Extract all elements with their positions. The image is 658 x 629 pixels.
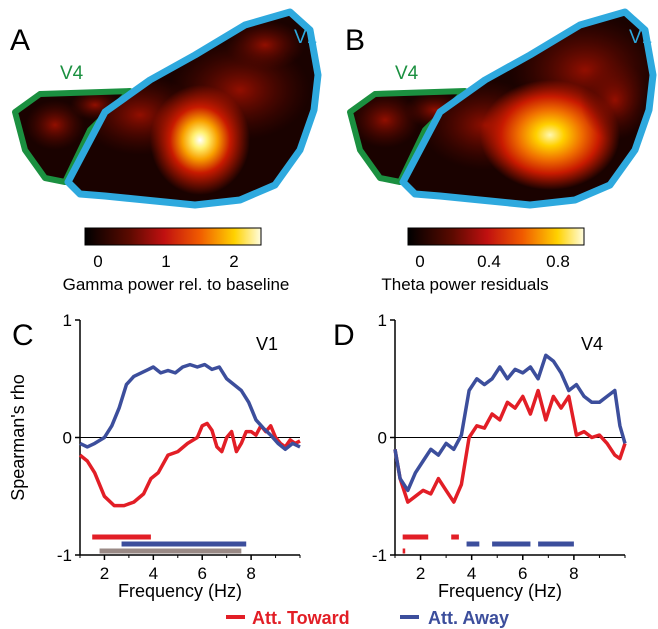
colorbar-a-label: Gamma power rel. to baseline xyxy=(63,275,290,294)
x-tick-label: 2 xyxy=(100,564,109,583)
v1-area-label: V1 xyxy=(629,27,652,48)
x-tick-label: 6 xyxy=(518,564,527,583)
colorbar-b-gradient xyxy=(407,227,585,246)
v1-outline xyxy=(399,8,657,209)
v1-outline xyxy=(64,8,322,209)
series-line xyxy=(393,353,627,493)
x-tick-label: 8 xyxy=(569,564,578,583)
series-line xyxy=(78,421,301,508)
colorbar-b-tick: 0 xyxy=(415,252,424,271)
panel-b: B V1 V4 0 0.4 0.8 Thet xyxy=(345,8,657,294)
x-tick-label: 4 xyxy=(467,564,476,583)
legend: Att. Toward Att. Away xyxy=(226,608,509,628)
colorbar-b: 0 0.4 0.8 Theta power residuals xyxy=(381,227,585,294)
v4-area-label: V4 xyxy=(60,63,84,84)
v4-outline xyxy=(347,88,468,185)
panel-b-label: B xyxy=(345,24,365,57)
colorbar-a-gradient xyxy=(84,227,262,246)
y-tick-label: 0 xyxy=(63,429,72,448)
x-tick-label: 2 xyxy=(416,564,425,583)
v4-area-label: V4 xyxy=(395,63,419,84)
y-tick-label: -1 xyxy=(57,546,72,565)
series-line xyxy=(393,388,627,504)
legend-toward-label: Att. Toward xyxy=(252,608,350,628)
chart-d: D 1 0 -1 2 4 6 8 Frequency (Hz) V4 xyxy=(333,311,627,601)
panel-label: D xyxy=(333,319,355,352)
v1-area-label: V1 xyxy=(294,27,317,48)
y-tick-label: 0 xyxy=(378,429,387,448)
colorbar-b-tick: 0.8 xyxy=(546,252,570,271)
panel-a: A V1 V4 0 1 2 Gamma powe xyxy=(10,8,322,294)
y-axis-label: Spearman's rho xyxy=(8,374,28,501)
series-line xyxy=(79,362,301,452)
y-tick-label: -1 xyxy=(372,546,387,565)
colorbar-a: 0 1 2 Gamma power rel. to baseline xyxy=(63,227,290,294)
colorbar-a-tick: 0 xyxy=(93,252,102,271)
y-tick-label: 1 xyxy=(378,311,387,330)
chart-title: V1 xyxy=(256,334,278,354)
panel-label: C xyxy=(12,319,34,352)
colorbar-a-tick: 1 xyxy=(161,252,170,271)
colorbar-b-tick: 0.4 xyxy=(477,252,501,271)
x-tick-label: 6 xyxy=(197,564,206,583)
x-axis-label: Frequency (Hz) xyxy=(438,581,562,601)
x-tick-label: 4 xyxy=(149,564,158,583)
colorbar-b-label: Theta power residuals xyxy=(381,275,548,294)
panel-a-label: A xyxy=(10,24,30,57)
colorbar-a-tick: 2 xyxy=(229,252,238,271)
x-axis-label: Frequency (Hz) xyxy=(118,581,242,601)
v4-outline xyxy=(12,88,133,185)
x-tick-label: 8 xyxy=(246,564,255,583)
legend-away-label: Att. Away xyxy=(428,608,509,628)
y-tick-label: 1 xyxy=(63,311,72,330)
chart-title: V4 xyxy=(581,334,603,354)
